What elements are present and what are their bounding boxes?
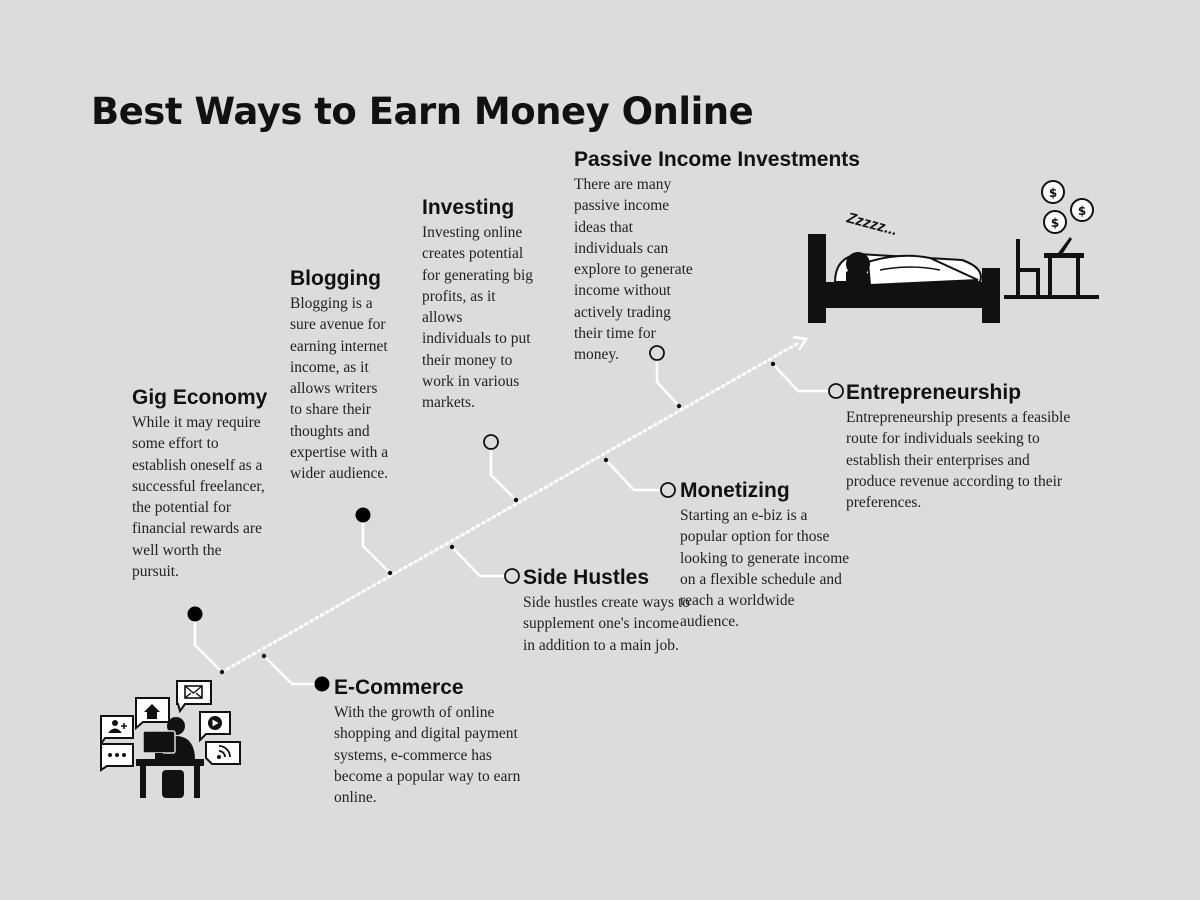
mail-icon	[176, 680, 212, 714]
blogging-heading: Blogging	[290, 267, 381, 290]
monetizing-marker	[660, 482, 676, 498]
passive-marker	[649, 345, 665, 361]
timeline-ticks	[219, 361, 776, 675]
side-heading: Side Hustles	[523, 566, 650, 589]
passive-text: There are many passive income ideas that…	[574, 176, 693, 364]
sleep-text: Zzzzz...	[844, 209, 899, 239]
gig-marker	[187, 606, 203, 622]
entrepreneurship-marker	[828, 383, 844, 399]
passive-heading: Passive Income Investments	[574, 148, 860, 171]
item-investing: Investing Investing online creates poten…	[422, 196, 534, 414]
svg-text:$: $	[1049, 186, 1057, 200]
home-icon	[135, 697, 170, 731]
blogging-text: Blogging is a sure avenue for earning in…	[290, 295, 389, 483]
investing-marker	[483, 434, 499, 450]
monetizing-text: Starting an e-biz is a popular option fo…	[680, 507, 850, 631]
ecommerce-text: With the growth of online shopping and d…	[334, 704, 521, 807]
item-monetizing: Monetizing Starting an e-biz is a popula…	[680, 479, 855, 633]
gig-text: While it may require some effort to esta…	[132, 414, 265, 581]
side-text: Side hustles create ways to supplement o…	[523, 594, 691, 654]
dollar-bubble-icon: $ $ $	[1041, 180, 1094, 234]
desk-icon	[1004, 237, 1099, 299]
entrepreneurship-heading: Entrepreneurship	[846, 381, 1022, 404]
chat-user-icon	[100, 715, 134, 748]
svg-text:$: $	[1051, 216, 1059, 230]
person-at-computer-icon	[136, 717, 204, 798]
ecommerce-marker	[314, 676, 330, 692]
item-side-hustles: Side Hustles Side hustles create ways to…	[523, 566, 693, 656]
ecommerce-heading: E-Commerce	[334, 676, 464, 699]
investing-text: Investing online creates potential for g…	[422, 224, 534, 412]
play-icon	[199, 711, 231, 743]
rss-icon	[205, 741, 241, 765]
svg-text:$: $	[1078, 204, 1086, 218]
page-title: Best Ways to Earn Money Online	[91, 90, 754, 133]
item-blogging: Blogging Blogging is a sure avenue for e…	[290, 267, 390, 485]
item-passive-income: Passive Income Investments There are man…	[574, 148, 860, 366]
entrepreneurship-text: Entrepreneurship presents a feasible rou…	[846, 409, 1071, 512]
item-entrepreneurship: Entrepreneurship Entrepreneurship presen…	[846, 381, 1078, 513]
monetizing-heading: Monetizing	[680, 479, 790, 502]
connectors	[193, 360, 830, 686]
gig-heading: Gig Economy	[132, 386, 268, 409]
more-icon	[100, 743, 134, 772]
bed-sleeping-icon	[808, 234, 1000, 323]
side-marker	[504, 568, 520, 584]
timeline-arrow	[220, 335, 809, 674]
investing-heading: Investing	[422, 196, 515, 219]
blogging-marker	[355, 507, 371, 523]
item-gig-economy: Gig Economy While it may require some ef…	[132, 386, 267, 582]
item-ecommerce: E-Commerce With the growth of online sho…	[334, 676, 530, 808]
